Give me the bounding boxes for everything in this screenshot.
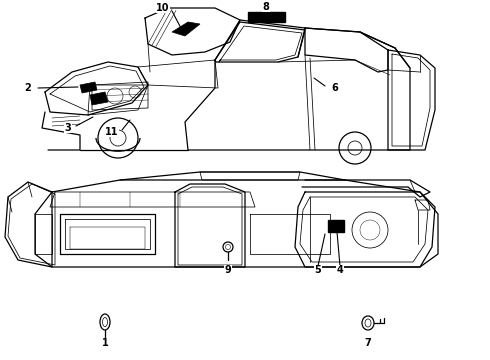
Bar [248, 12, 285, 22]
Text: 5: 5 [315, 265, 321, 275]
Text: 4: 4 [337, 265, 343, 275]
Text: 6: 6 [332, 83, 339, 93]
Polygon shape [172, 22, 200, 36]
Text: 2: 2 [24, 83, 31, 93]
Text: 11: 11 [105, 127, 119, 137]
Bar [328, 220, 344, 232]
Text: 8: 8 [263, 2, 270, 12]
Text: 10: 10 [156, 3, 170, 13]
Text: 3: 3 [65, 123, 72, 133]
Text: 1: 1 [101, 338, 108, 348]
Polygon shape [80, 82, 97, 93]
Text: 9: 9 [224, 265, 231, 275]
Text: 7: 7 [365, 338, 371, 348]
Polygon shape [90, 92, 108, 105]
